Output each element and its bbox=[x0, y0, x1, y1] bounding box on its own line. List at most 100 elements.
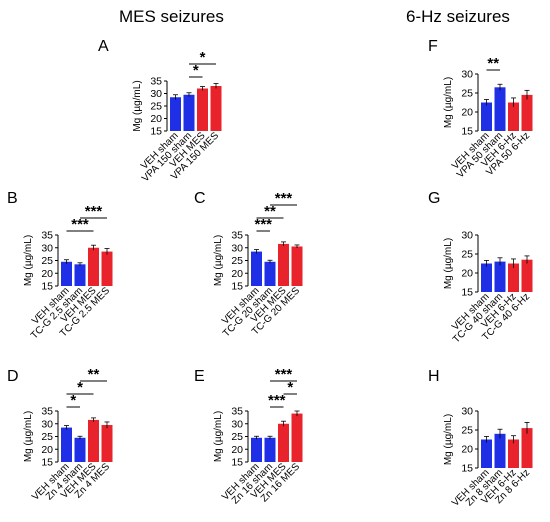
panel-h-y-tick-label: 20 bbox=[461, 444, 473, 456]
panel-e-y-tick-label: 30 bbox=[231, 418, 243, 430]
panel-f-y-tick-label: 15 bbox=[461, 126, 473, 138]
panel-e-bar bbox=[264, 437, 276, 462]
panel-c-y-tick-label: 30 bbox=[231, 242, 243, 254]
panel-h-bar bbox=[494, 433, 506, 468]
panel-a-bar bbox=[183, 94, 195, 131]
panel-e-bar bbox=[251, 437, 262, 462]
panel-c-significance-label: ** bbox=[264, 203, 276, 220]
panel-g-y-tick-label: 15 bbox=[461, 287, 473, 299]
panel-d-significance-label: * bbox=[77, 379, 83, 396]
panel-e-y-axis-label: Mg (µg/mL) bbox=[213, 411, 224, 462]
panel-f-y-tick-label: 20 bbox=[461, 107, 473, 119]
panel-label-h: H bbox=[428, 368, 440, 385]
panel-label-c: C bbox=[194, 190, 206, 207]
panel-g-y-tick-label: 30 bbox=[461, 230, 473, 242]
panel-d-y-tick-label: 30 bbox=[41, 418, 53, 430]
panel-c-bar bbox=[278, 243, 289, 286]
panel-b-y-tick-label: 35 bbox=[41, 230, 53, 242]
panel-b-significance-label: *** bbox=[71, 216, 89, 233]
panel-a-bar bbox=[197, 88, 208, 131]
panel-d-y-tick-label: 15 bbox=[41, 457, 53, 469]
panel-c-bar bbox=[264, 261, 276, 286]
panel-d-significance-label: ** bbox=[88, 366, 100, 383]
panel-g-y-tick-label: 25 bbox=[461, 249, 473, 261]
panel-e-significance-label: *** bbox=[275, 366, 293, 383]
panel-f-bar bbox=[521, 94, 533, 131]
panel-b-y-tick-label: 30 bbox=[41, 242, 53, 254]
panel-f-bar bbox=[494, 87, 506, 131]
panel-g-bar bbox=[508, 263, 519, 292]
panel-a-y-tick-label: 25 bbox=[150, 101, 162, 113]
panel-d-significance-label: * bbox=[70, 392, 76, 409]
panel-h-y-tick-label: 25 bbox=[461, 425, 473, 437]
panel-h-bar bbox=[521, 428, 533, 468]
panel-d-y-tick-label: 35 bbox=[41, 406, 53, 418]
panel-b-y-tick-label: 25 bbox=[41, 255, 53, 267]
panel-b-y-axis-label: Mg (µg/mL) bbox=[23, 235, 34, 286]
panel-b-y-tick-label: 20 bbox=[41, 268, 53, 280]
panel-g-bar bbox=[481, 263, 492, 292]
panel-c-significance-label: *** bbox=[275, 190, 293, 207]
panel-e-y-tick-label: 15 bbox=[231, 457, 243, 469]
panel-e-y-tick-label: 20 bbox=[231, 444, 243, 456]
panel-h-y-tick-label: 15 bbox=[461, 463, 473, 475]
panel-c-y-tick-label: 25 bbox=[231, 255, 243, 267]
panel-g-bar bbox=[494, 261, 506, 292]
panel-b-bar bbox=[88, 247, 99, 286]
panel-label-g: G bbox=[428, 190, 441, 207]
panel-c-bar bbox=[291, 246, 303, 286]
panel-label-d: D bbox=[7, 368, 19, 385]
panel-b-bar bbox=[61, 261, 72, 286]
panel-a-bar bbox=[210, 86, 222, 131]
panel-d-bar bbox=[61, 427, 72, 462]
panel-d-bar bbox=[74, 437, 86, 462]
panel-f-y-tick-label: 30 bbox=[461, 69, 473, 81]
mes-seizures-header: MES seizures bbox=[119, 7, 224, 26]
panel-g-bar bbox=[521, 259, 533, 292]
panel-b-bar bbox=[101, 251, 113, 286]
panel-c-y-axis-label: Mg (µg/mL) bbox=[213, 235, 224, 286]
panel-f-y-axis-label: Mg (µg/mL) bbox=[443, 77, 454, 128]
panel-a-y-tick-label: 20 bbox=[150, 113, 162, 125]
panel-a-y-tick-label: 30 bbox=[150, 88, 162, 100]
panel-f-y-tick-label: 25 bbox=[461, 88, 473, 100]
panel-b-bar bbox=[74, 264, 86, 286]
panel-label-a: A bbox=[98, 38, 109, 55]
panel-b-significance-label: *** bbox=[85, 203, 103, 220]
panel-label-b: B bbox=[7, 190, 18, 207]
panel-b-y-tick-label: 15 bbox=[41, 281, 53, 293]
panel-c-significance-label: *** bbox=[254, 216, 272, 233]
panel-a-bar bbox=[170, 97, 181, 131]
panel-h-y-axis-label: Mg (µg/mL) bbox=[443, 414, 454, 465]
panel-a-y-tick-label: 35 bbox=[150, 76, 162, 88]
panel-e-bar bbox=[291, 413, 303, 462]
six-hz-seizures-header: 6-Hz seizures bbox=[406, 7, 510, 26]
panel-c-y-tick-label: 35 bbox=[231, 230, 243, 242]
panel-f-significance-label: ** bbox=[487, 55, 499, 72]
panel-h-y-tick-label: 30 bbox=[461, 406, 473, 418]
panel-g-y-axis-label: Mg (µg/mL) bbox=[443, 238, 454, 289]
panel-g-y-tick-label: 20 bbox=[461, 268, 473, 280]
panel-label-e: E bbox=[194, 368, 205, 385]
panel-c-bar bbox=[251, 251, 262, 286]
panel-d-y-tick-label: 20 bbox=[41, 444, 53, 456]
panel-d-bar bbox=[101, 425, 113, 462]
panel-c-y-tick-label: 20 bbox=[231, 268, 243, 280]
panel-h-bar bbox=[508, 439, 519, 468]
panel-f-bar bbox=[481, 102, 492, 131]
panel-c-y-tick-label: 15 bbox=[231, 281, 243, 293]
panel-e-y-tick-label: 25 bbox=[231, 431, 243, 443]
panel-d-y-axis-label: Mg (µg/mL) bbox=[23, 411, 34, 462]
panel-f-bar bbox=[508, 102, 519, 131]
panel-a-significance-label: * bbox=[193, 62, 199, 79]
panel-label-f: F bbox=[428, 38, 438, 55]
panel-a-significance-label: * bbox=[200, 49, 206, 66]
panel-e-significance-label: * bbox=[287, 379, 293, 396]
panel-e-bar bbox=[278, 423, 289, 462]
panel-e-y-tick-label: 35 bbox=[231, 406, 243, 418]
panel-e-significance-label: *** bbox=[268, 392, 286, 409]
panel-h-bar bbox=[481, 439, 492, 468]
panel-a-y-tick-label: 15 bbox=[150, 126, 162, 138]
panel-d-y-tick-label: 25 bbox=[41, 431, 53, 443]
